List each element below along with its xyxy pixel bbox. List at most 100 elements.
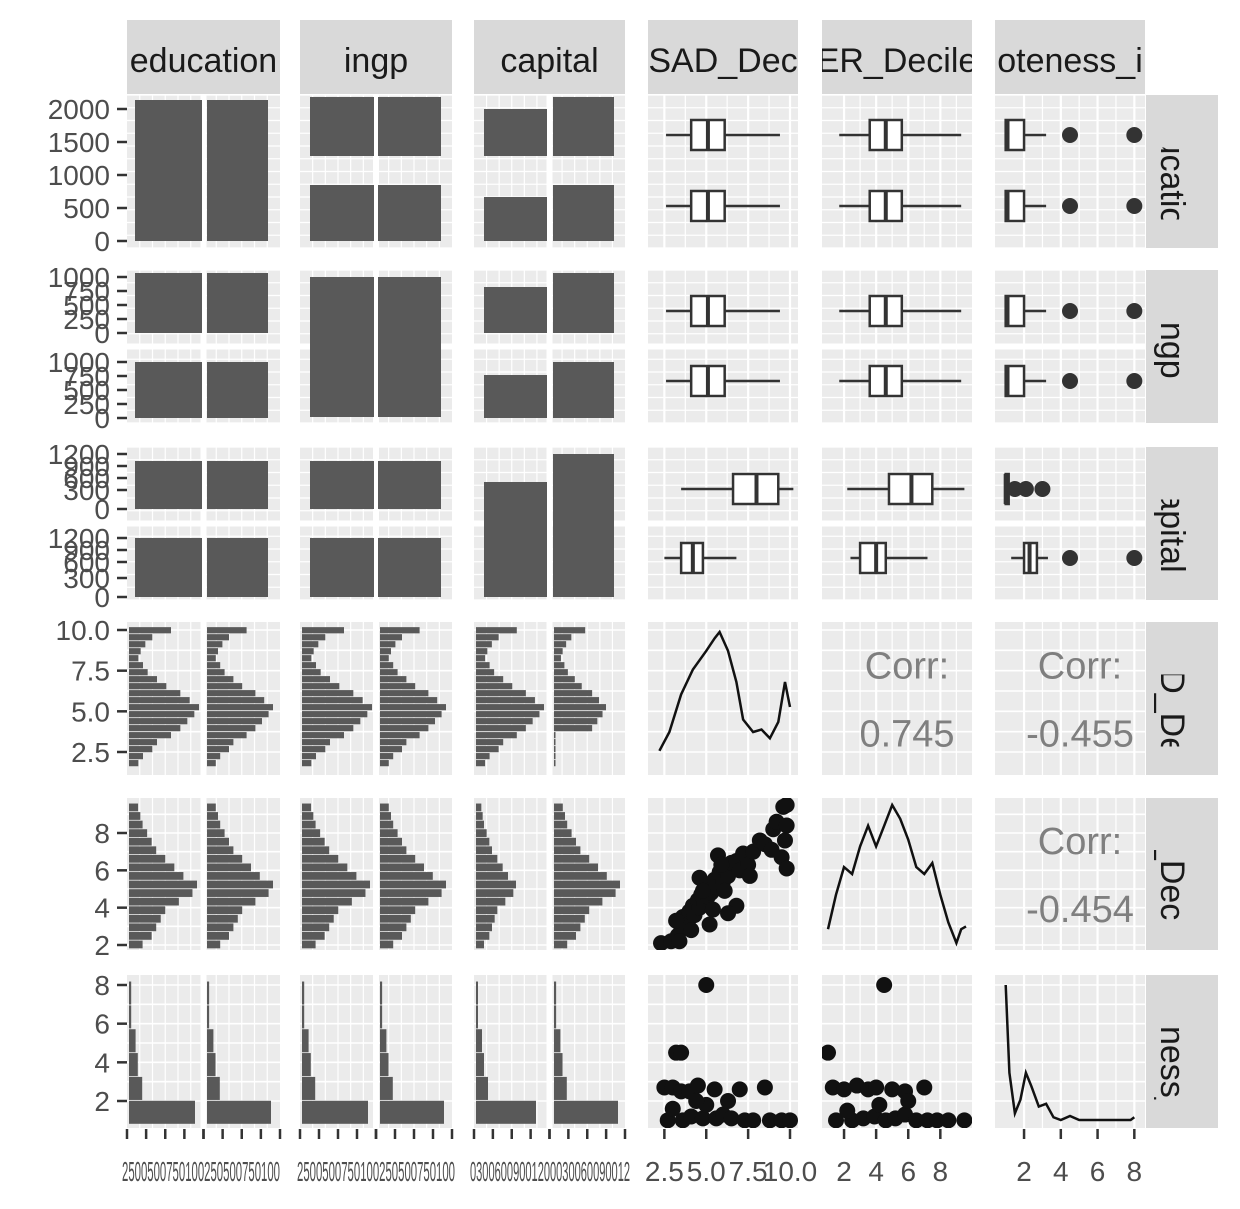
bar-block — [310, 185, 374, 241]
hist-rem-bar — [302, 1029, 309, 1053]
point-sad-er — [720, 905, 737, 922]
hist-sad-bar — [302, 753, 316, 760]
y-tick-label: 1000 — [48, 160, 110, 191]
hist-er-bar — [302, 854, 339, 863]
column-strip — [822, 20, 972, 94]
panel-4-0 — [127, 798, 280, 950]
panel-2-3 — [648, 447, 798, 600]
panel-5-2 — [474, 975, 625, 1128]
bar-block — [310, 97, 374, 156]
hist-er-bar — [554, 837, 576, 846]
hist-sad-bar — [380, 683, 416, 690]
point-sad-rem — [688, 1093, 705, 1109]
hist-sad-bar — [476, 725, 526, 732]
panel-background — [995, 622, 1145, 775]
y-tick-label: 8 — [94, 818, 110, 849]
bar-block — [378, 97, 441, 156]
hist-er-bar — [554, 940, 568, 949]
hist-sad-bar — [302, 711, 368, 718]
hist-rem-bar — [554, 1100, 618, 1124]
hist-er-bar — [302, 812, 314, 820]
strip-background — [1146, 270, 1218, 423]
point-sad-er — [713, 856, 730, 873]
x-tick-label-rem: 8 — [1127, 1156, 1143, 1187]
y-tick-label: 300 — [63, 475, 110, 506]
hist-sad-bar — [476, 732, 517, 739]
hist-rem-bar — [476, 1005, 478, 1029]
bar-block — [135, 538, 202, 597]
hist-er-bar — [554, 846, 581, 855]
y-tick-label: 1500 — [48, 127, 110, 158]
panel-5-1 — [300, 975, 452, 1128]
hist-sad-bar — [476, 627, 517, 634]
corr-label: Corr: — [1038, 646, 1122, 688]
panel-4-3 — [648, 798, 798, 950]
hist-sad-bar — [302, 683, 340, 690]
hist-sad-bar — [207, 641, 223, 648]
row-strip-label: SAD_Dec — [1153, 624, 1191, 773]
hist-rem-bar — [207, 1005, 210, 1029]
point-sad-er — [671, 933, 688, 950]
bar-capital-1 — [484, 482, 547, 597]
panel-0-3 — [648, 95, 798, 248]
point-er-rem — [900, 1093, 917, 1109]
hist-sad-bar — [129, 669, 148, 676]
hist-rem-bar — [554, 1076, 567, 1100]
point-sad-rem — [756, 1079, 773, 1096]
hist-er-bar — [207, 940, 221, 949]
point-er-rem — [908, 1112, 925, 1128]
y-tick-label: 4 — [94, 893, 110, 924]
hist-er-bar — [380, 829, 398, 837]
y-tick-label: 6 — [94, 855, 110, 886]
hist-sad-bar — [476, 704, 544, 711]
bar-block — [484, 109, 547, 156]
x-tick-label-rem: 4 — [1053, 1156, 1069, 1187]
column-strip — [648, 20, 798, 94]
hist-er-bar — [380, 923, 407, 932]
hist-sad-bar — [207, 655, 216, 662]
point-sad-er — [763, 841, 780, 858]
y-tick-label: 1200 — [48, 523, 110, 554]
hist-sad-bar — [207, 697, 265, 704]
hist-er-bar — [129, 940, 143, 949]
hist-sad-bar — [476, 655, 486, 662]
bar-block — [310, 461, 374, 509]
column-strip — [300, 20, 452, 94]
y-tick-label: 4 — [94, 1047, 110, 1078]
hist-er-bar — [129, 854, 166, 863]
hist-er-bar — [129, 889, 193, 897]
hist-sad-bar — [129, 697, 190, 704]
hist-er-bar — [129, 829, 148, 837]
hist-rem-bar — [129, 1029, 136, 1053]
box-rem-cap-1-outlier — [1017, 481, 1034, 497]
strip-background — [1146, 975, 1218, 1128]
hist-er-bar — [380, 940, 394, 949]
hist-sad-bar — [302, 732, 344, 739]
y-tick-label: 500 — [63, 290, 110, 321]
hist-er-bar — [380, 854, 416, 863]
x-tick-label-er: 8 — [933, 1156, 949, 1187]
point-sad-er — [778, 860, 795, 877]
hist-er-bar — [554, 829, 572, 837]
hist-er-bar — [302, 846, 330, 855]
point-sad-er — [716, 882, 733, 899]
hist-er-bar — [380, 812, 391, 820]
point-sad-rem — [782, 1112, 798, 1128]
hist-er-bar — [129, 820, 143, 829]
hist-rem-bar — [302, 1053, 311, 1077]
hist-er-bar — [380, 880, 446, 889]
strip-background — [995, 20, 1145, 94]
point-sad-er — [741, 867, 758, 884]
hist-er-bar — [302, 940, 316, 949]
hist-sad-bar — [207, 739, 234, 746]
strip-background — [648, 20, 798, 94]
panel-1-5 — [995, 270, 1145, 423]
hist-sad-bar — [302, 739, 330, 746]
hist-sad-bar — [476, 641, 492, 648]
y-tick-label: 600 — [63, 463, 110, 494]
x-tick-label-er: 6 — [900, 1156, 916, 1187]
hist-er-bar — [380, 820, 394, 829]
hist-er-bar — [129, 932, 152, 940]
hist-sad-bar — [129, 627, 171, 634]
point-sad-er — [694, 882, 711, 899]
